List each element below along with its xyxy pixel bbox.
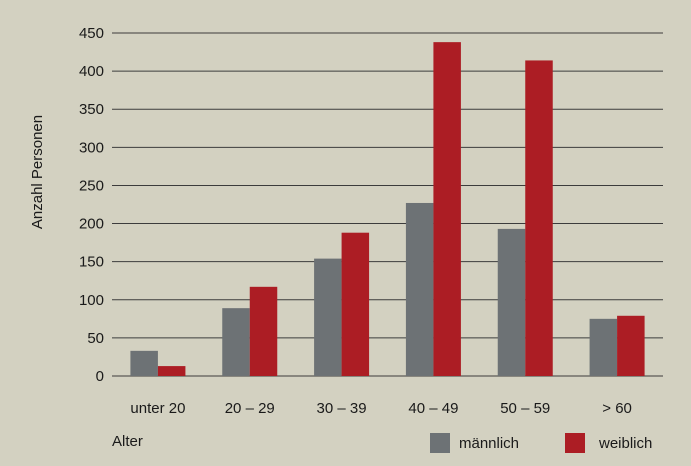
y-tick-label: 450 [79, 25, 104, 42]
x-axis-ticks: unter 20 20 – 29 30 – 39 40 – 49 50 – 59 > 60 [130, 400, 632, 417]
y-tick-label: 50 [87, 330, 104, 347]
y-axis-ticks: 0 50 100 150 200 250 300 350 400 450 [79, 25, 104, 385]
y-axis-label: Anzahl Personen [29, 115, 46, 229]
bar-maennlich [130, 350, 158, 376]
y-tick-label: 150 [79, 254, 104, 271]
bars [130, 42, 645, 376]
bar-maennlich [589, 318, 618, 376]
bar-maennlich [497, 228, 526, 376]
legend-label-maennlich: männlich [459, 435, 519, 452]
gridlines [112, 32, 663, 377]
x-tick-label: 30 – 39 [317, 400, 367, 417]
bar-maennlich [405, 202, 434, 376]
y-tick-label: 400 [79, 63, 104, 80]
x-tick-label: > 60 [602, 400, 632, 417]
x-tick-label: 40 – 49 [408, 400, 458, 417]
y-tick-label: 200 [79, 216, 104, 233]
bar-weiblich [157, 366, 186, 376]
bar-weiblich [249, 286, 278, 376]
bar-weiblich [525, 60, 553, 376]
y-tick-label: 0 [96, 368, 104, 385]
legend-swatch-weiblich [565, 433, 585, 453]
x-axis-label: Alter [112, 433, 143, 450]
bar-maennlich [314, 258, 342, 376]
x-tick-label: unter 20 [130, 400, 185, 417]
legend: männlich weiblich [430, 433, 652, 453]
y-tick-label: 300 [79, 139, 104, 156]
x-tick-label: 20 – 29 [225, 400, 275, 417]
y-tick-label: 350 [79, 101, 104, 118]
bar-maennlich [222, 308, 250, 376]
legend-label-weiblich: weiblich [598, 435, 652, 452]
bar-weiblich [433, 42, 461, 376]
bar-weiblich [617, 315, 645, 376]
legend-swatch-maennlich [430, 433, 450, 453]
y-tick-label: 250 [79, 177, 104, 194]
y-tick-label: 100 [79, 292, 104, 309]
x-tick-label: 50 – 59 [500, 400, 550, 417]
bar-weiblich [341, 232, 370, 376]
